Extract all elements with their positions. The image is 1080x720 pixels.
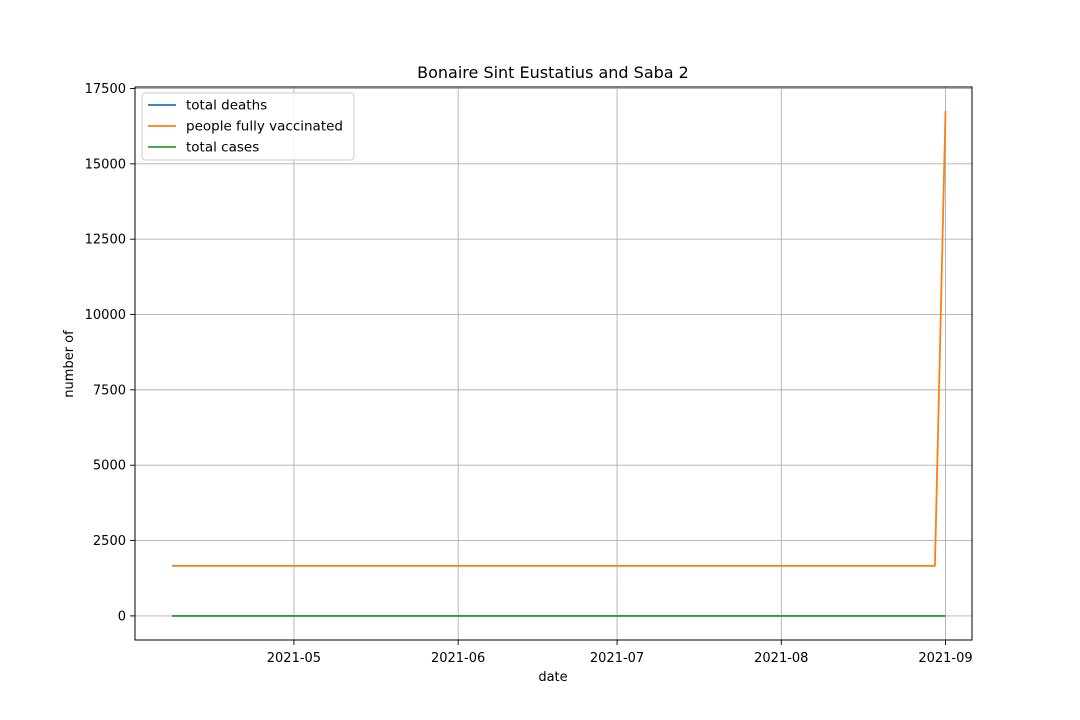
x-tick-label: 2021-09 bbox=[918, 651, 972, 666]
y-tick-label: 15000 bbox=[85, 157, 126, 172]
plot-area-frame bbox=[134, 86, 973, 641]
legend: total deaths people fully vaccinated total… bbox=[141, 92, 355, 161]
x-axis-label: date bbox=[538, 670, 567, 685]
x-tick-label: 2021-07 bbox=[590, 651, 644, 666]
y-tick-label: 10000 bbox=[85, 308, 126, 323]
legend-box bbox=[141, 92, 355, 161]
legend-label-total-cases: total cases bbox=[186, 140, 259, 156]
x-tick-label: 2021-05 bbox=[267, 651, 321, 666]
chart-title: Bonaire Sint Eustatius and Saba 2 bbox=[417, 63, 689, 82]
y-tick-label: 7500 bbox=[93, 383, 126, 398]
y-tick-label: 12500 bbox=[85, 233, 126, 248]
y-tick-label: 2500 bbox=[93, 534, 126, 549]
series-lines bbox=[172, 111, 947, 617]
grid bbox=[135, 87, 972, 640]
x-tick-label: 2021-08 bbox=[754, 651, 808, 666]
y-axis-label: number of bbox=[62, 330, 77, 398]
y-tick-label: 0 bbox=[118, 609, 126, 624]
y-tick-label: 5000 bbox=[93, 459, 126, 474]
axis-ticks: 2021-05 2021-06 2021-07 2021-08 2021-09 0 2500… bbox=[85, 82, 973, 666]
x-tick-label: 2021-06 bbox=[431, 651, 485, 666]
legend-label-total-deaths: total deaths bbox=[186, 98, 267, 114]
y-tick-label: 17500 bbox=[85, 82, 126, 97]
legend-label-people-fully-vaccinated: people fully vaccinated bbox=[186, 119, 343, 135]
series-line-people-fully-vaccinated bbox=[172, 111, 947, 567]
